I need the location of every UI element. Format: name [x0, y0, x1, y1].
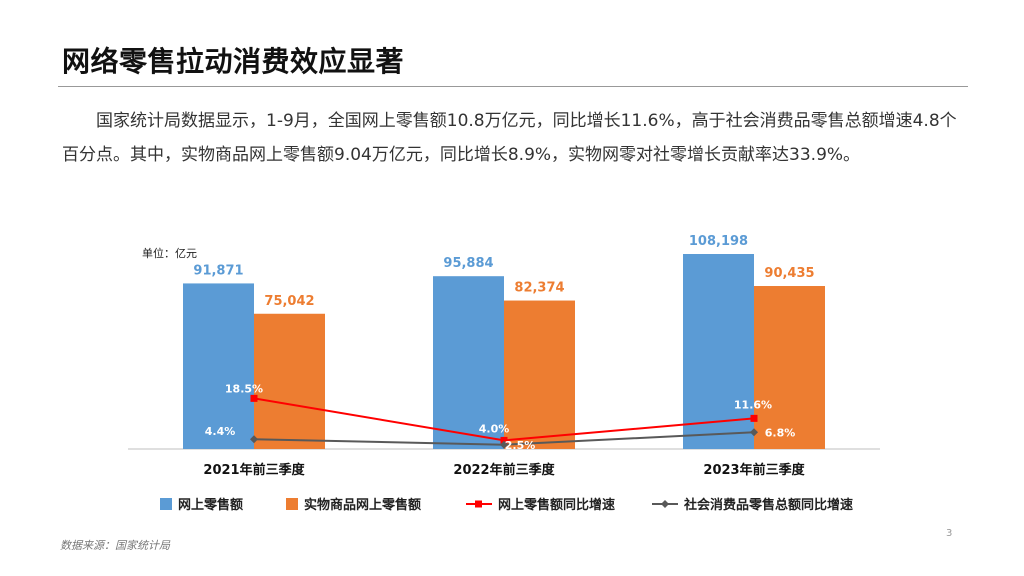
bar-physical-0 [254, 313, 325, 449]
bar-physical-1 [504, 300, 575, 449]
legend-label: 实物商品网上零售额 [304, 497, 421, 513]
title-divider [58, 86, 968, 87]
unit-label: 单位：亿元 [142, 246, 197, 260]
line-value-label: 2.5% [505, 439, 536, 452]
line-value-label: 6.8% [765, 426, 796, 439]
legend-label: 社会消费品零售总额同比增速 [683, 497, 853, 513]
bar-online-1 [433, 276, 504, 449]
bar-value-label: 91,871 [193, 263, 243, 278]
legend-label: 网上零售额同比增速 [498, 497, 615, 513]
legend-swatch [160, 498, 172, 510]
legend-marker [661, 500, 669, 508]
summary-paragraph: 国家统计局数据显示，1-9月，全国网上零售额10.8万亿元，同比增长11.6%，… [62, 111, 957, 165]
legend-swatch [286, 498, 298, 510]
legend-marker [475, 500, 482, 508]
x-tick-label: 2022年前三季度 [453, 462, 555, 478]
bar-online-2 [683, 254, 754, 449]
bar-online-0 [183, 283, 254, 449]
line-marker [750, 414, 758, 422]
data-source: 数据来源：国家统计局 [60, 539, 170, 552]
line-value-label: 11.6% [734, 398, 772, 411]
line-value-label: 4.4% [205, 425, 236, 438]
page-number: 3 [946, 528, 953, 539]
bar-value-label: 90,435 [764, 266, 814, 281]
line-value-label: 18.5% [225, 382, 263, 395]
legend-label: 网上零售额 [178, 497, 243, 513]
line-marker [500, 440, 508, 449]
bar-value-label: 82,374 [514, 281, 564, 296]
x-tick-label: 2021年前三季度 [203, 462, 305, 478]
line-marker [500, 436, 508, 444]
line-marker [750, 428, 758, 437]
line-marker [250, 435, 258, 444]
bar-value-label: 108,198 [689, 234, 748, 249]
bar-physical-2 [754, 286, 825, 449]
page-title: 网络零售拉动消费效应显著 [62, 45, 405, 78]
x-tick-label: 2023年前三季度 [703, 462, 805, 478]
bar-value-label: 95,884 [443, 256, 493, 271]
line-value-label: 4.0% [479, 422, 510, 435]
bar-value-label: 75,042 [264, 294, 314, 309]
line-marker [250, 394, 258, 402]
